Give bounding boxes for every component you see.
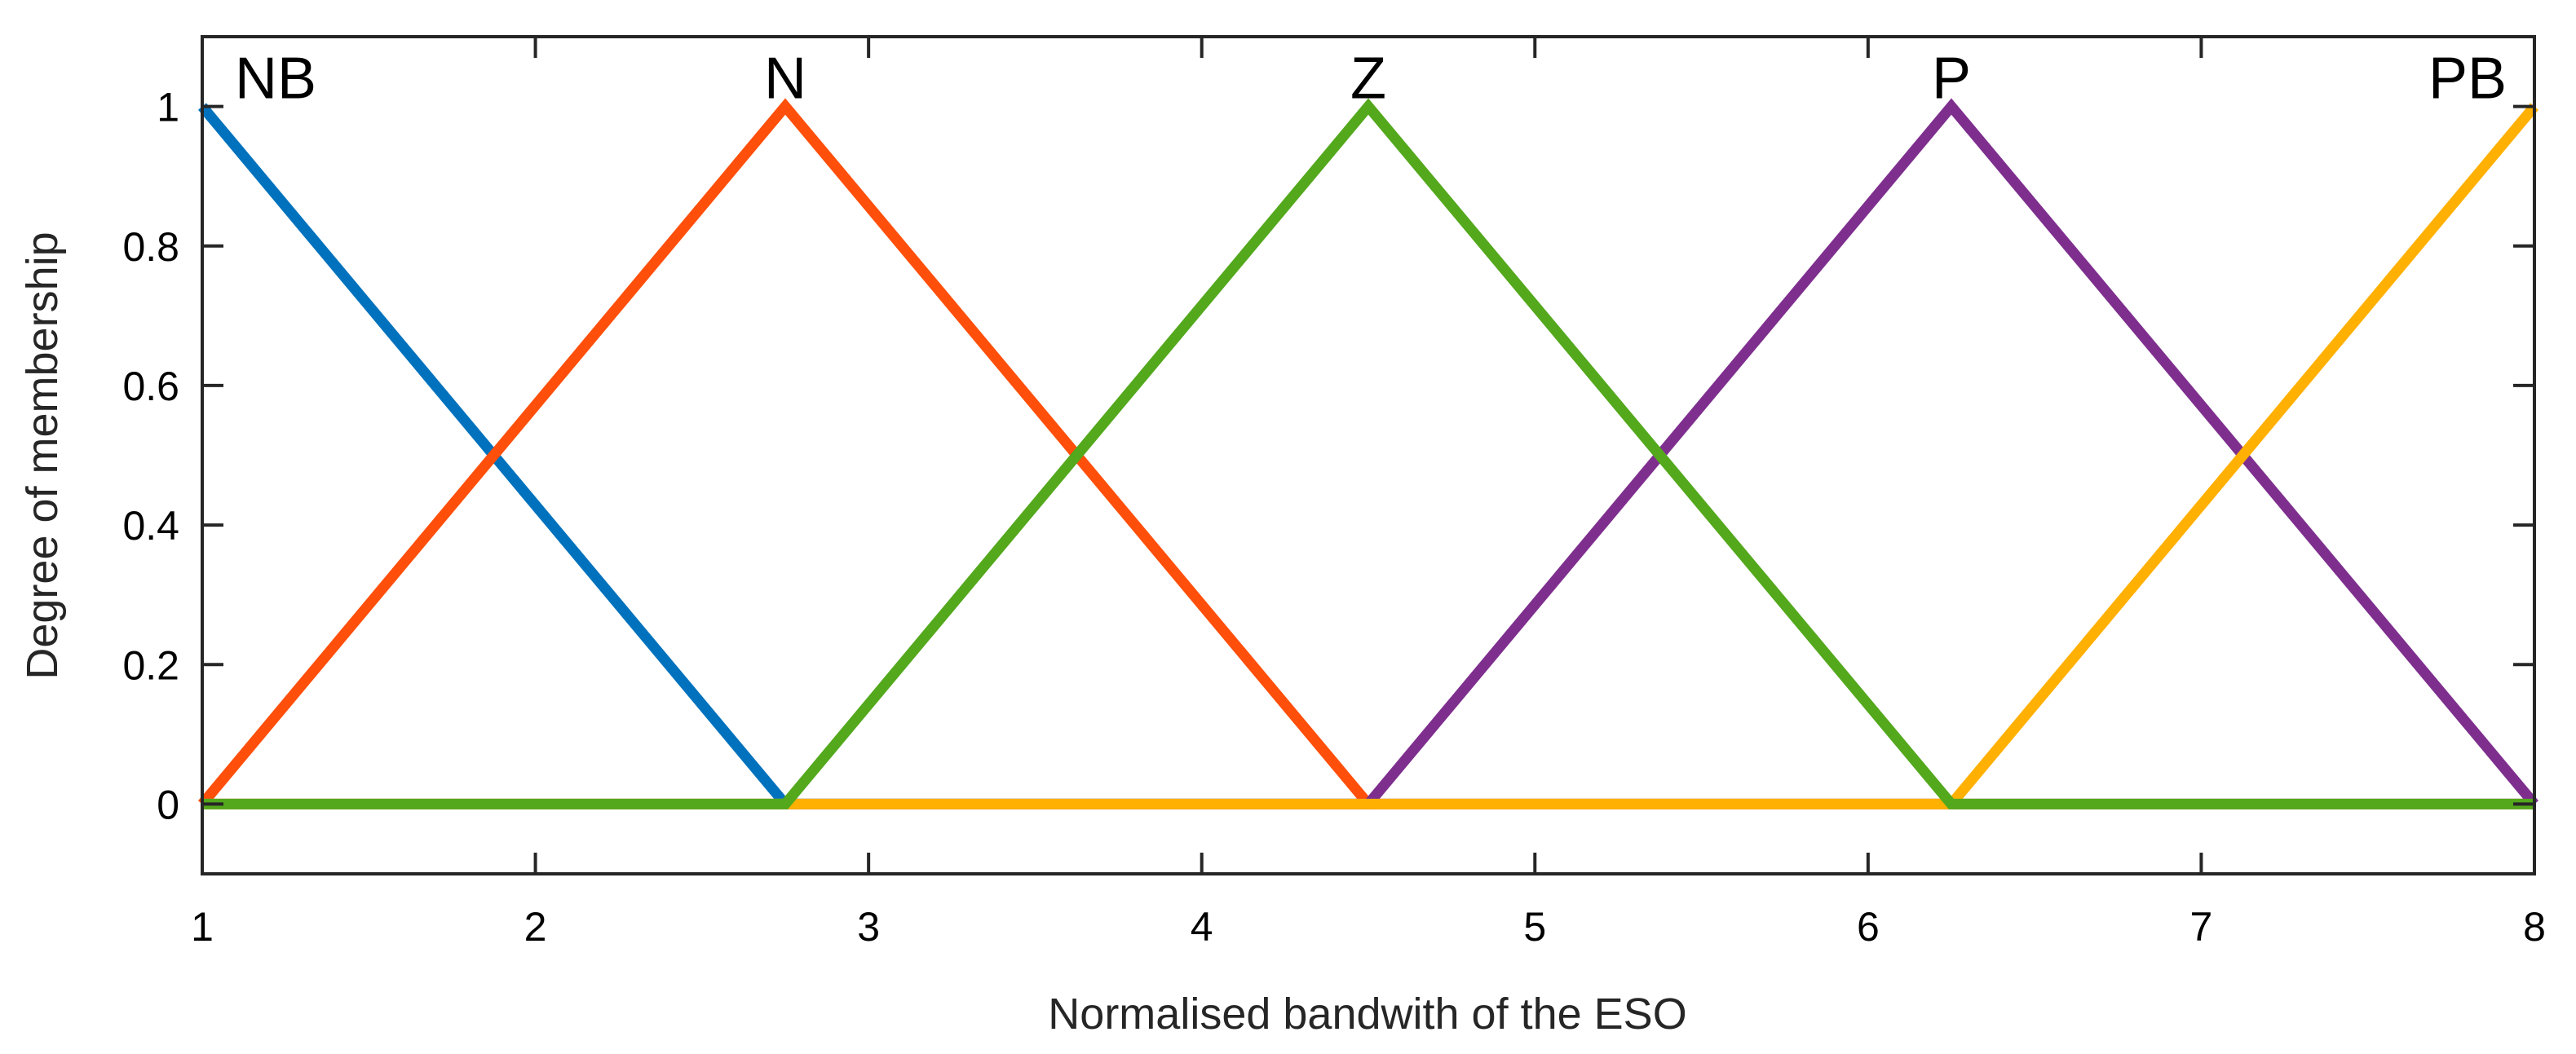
mf-label-z: Z (1350, 46, 1386, 112)
x-tick-label: 8 (2523, 904, 2546, 950)
x-tick-label: 5 (1523, 904, 1546, 950)
x-axis-title: Normalised bandwith of the ESO (1048, 990, 1686, 1039)
y-tick-label: 0.8 (122, 224, 179, 270)
plot-frame (201, 35, 2536, 875)
y-tick-label: 0 (157, 782, 179, 827)
mf-label-n: N (764, 46, 806, 112)
series-line-z (202, 98, 2534, 809)
y-tick-label: 0.6 (122, 364, 179, 409)
y-tick-label: 1 (157, 85, 179, 130)
x-tick-label: 1 (191, 904, 214, 950)
mf-label-p: P (1932, 46, 1971, 112)
x-tick-label: 2 (524, 904, 547, 950)
x-tick-label: 3 (857, 904, 880, 950)
x-tick-label: 6 (1857, 904, 1880, 950)
x-tick-label: 4 (1191, 904, 1213, 950)
y-tick-label: 0.2 (122, 642, 179, 688)
y-axis-title: Degree of membership (18, 232, 67, 679)
label-layer: NB N Z P PB (235, 46, 2507, 112)
mf-label-nb: NB (235, 46, 316, 112)
axes-layer: 1 2 3 4 5 6 7 8 0 0.2 0.4 0.6 0.8 1 (122, 35, 2546, 950)
y-tick-label: 0.4 (122, 503, 179, 549)
series-layer (198, 98, 2538, 809)
mf-label-pb: PB (2428, 46, 2507, 112)
x-tick-label: 7 (2190, 904, 2213, 950)
